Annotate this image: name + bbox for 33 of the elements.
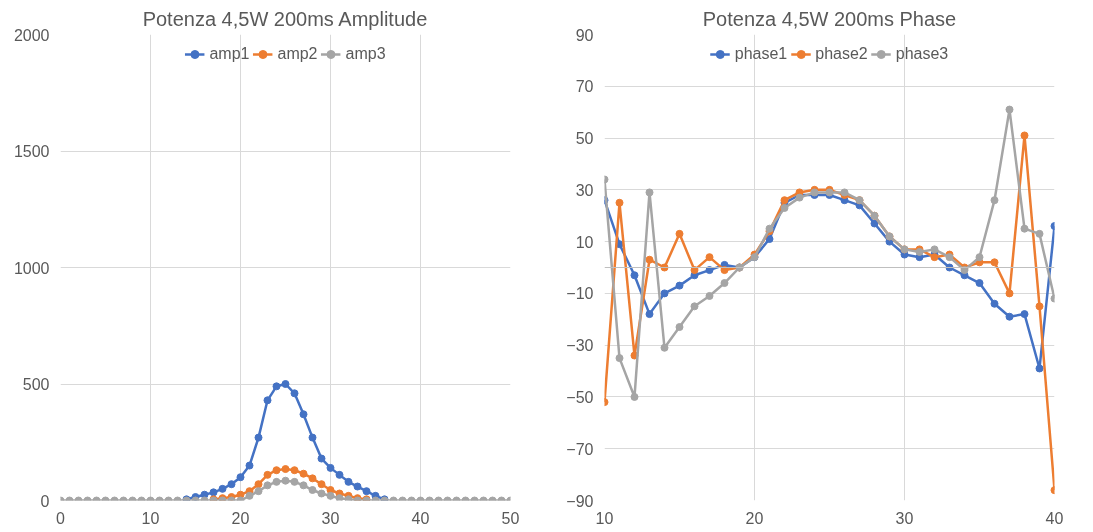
x-tick-label: 30 [321,509,340,527]
x-tick-label: 30 [895,509,914,527]
legend-label: amp3 [345,45,386,63]
y-tick-label: 2000 [13,26,50,44]
x-tick-label: 0 [56,509,66,527]
x-tick-label: 20 [231,509,250,527]
x-tick-label: 40 [411,509,430,527]
y-tick-label: 90 [575,26,594,44]
y-tick-label: −90 [566,492,594,510]
chart-title: Potenza 4,5W 200ms Amplitude [142,7,428,30]
chart-title: Potenza 4,5W 200ms Phase [702,7,957,30]
x-tick-label: 10 [595,509,614,527]
y-tick-label: −30 [566,337,594,355]
x-tick-label: 50 [501,509,520,527]
legend-label: amp1 [209,45,250,63]
legend-label: phase2 [815,45,868,63]
legend-label: phase3 [895,45,949,63]
y-tick-label: 500 [22,376,50,393]
y-tick-label: 1500 [13,143,50,160]
x-tick-label: 10 [141,509,160,527]
y-tick-label: −10 [566,285,594,303]
legend-label: phase1 [734,45,788,63]
x-tick-label: 20 [745,509,764,527]
x-tick-label: 40 [1045,509,1064,527]
y-tick-label: −50 [566,388,594,406]
y-tick-label: 10 [575,233,594,251]
y-tick-label: 70 [575,78,594,96]
y-tick-label: 50 [575,130,594,148]
legend-label: amp2 [277,45,318,63]
y-tick-label: 30 [575,181,594,199]
y-tick-label: 1000 [13,259,50,277]
y-tick-label: −70 [566,440,594,458]
y-tick-label: 0 [40,492,50,510]
